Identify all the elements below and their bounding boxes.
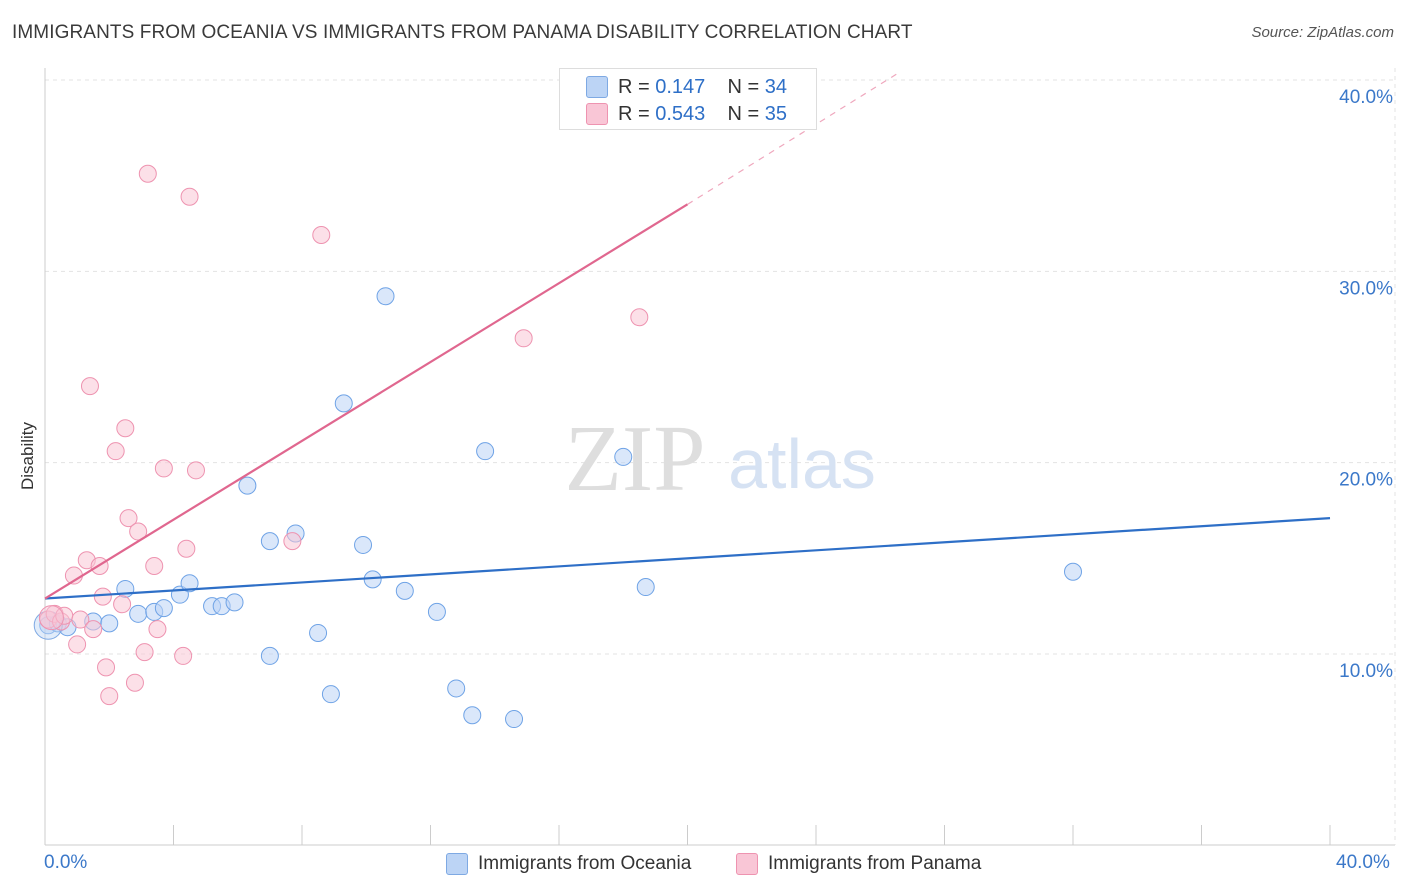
legend-n-label: N = (727, 102, 765, 125)
point-panama (71, 610, 90, 629)
point-panama (154, 459, 173, 478)
point-oceania (376, 287, 395, 306)
legend-n-label: N = (727, 75, 765, 98)
point-oceania (334, 394, 353, 413)
point-oceania (476, 442, 495, 461)
point-oceania (309, 623, 328, 642)
point-panama (106, 442, 125, 461)
y-tick-label: 20.0% (1339, 470, 1393, 491)
watermark-zip: ZIP (565, 407, 706, 511)
point-oceania (154, 599, 173, 618)
trend-lines (44, 73, 1331, 600)
point-panama (129, 522, 148, 541)
y-tick-label: 10.0% (1339, 661, 1393, 682)
bottom-legend-label-panama: Immigrants from Panama (768, 853, 982, 874)
point-panama (113, 595, 132, 614)
point-panama (630, 308, 649, 327)
point-panama (116, 419, 135, 438)
legend-r-label: R = (618, 102, 656, 125)
point-panama (93, 587, 112, 606)
bottom-legend-swatch-oceania (446, 853, 468, 875)
point-oceania (1064, 562, 1082, 581)
point-oceania (260, 532, 279, 551)
axes (44, 68, 1396, 846)
point-panama (68, 635, 87, 654)
legend-r-label: R = (618, 75, 656, 98)
point-oceania (354, 535, 373, 554)
point-oceania (100, 614, 119, 633)
legend-n-value-panama: 35 (764, 102, 788, 125)
watermark: ZIP atlas (565, 407, 876, 511)
legend-n-value-oceania: 34 (764, 75, 788, 98)
source-label: Source: ZipAtlas.com (1251, 24, 1394, 41)
point-panama (100, 687, 119, 706)
point-panama (138, 164, 157, 183)
point-panama (84, 620, 103, 639)
bottom-legend-panama: Immigrants from Panama (736, 852, 981, 876)
point-panama (125, 673, 144, 692)
legend-swatch-oceania (586, 76, 608, 98)
point-panama (174, 646, 193, 665)
point-oceania (225, 593, 244, 612)
point-oceania (238, 476, 257, 495)
point-oceania (614, 447, 633, 466)
trend-line-oceania (44, 517, 1331, 600)
point-oceania (463, 706, 482, 725)
legend-r-value-oceania: 0.147 (655, 75, 706, 98)
series-panama (38, 164, 649, 706)
y-tick-labels: 10.0% 20.0% 30.0% 40.0% (1339, 87, 1393, 682)
correlation-legend: R = 0.147 N = 34 R = 0.543 N = 35 (559, 68, 817, 130)
point-panama (135, 643, 154, 662)
x-axis-min-label: 0.0% (44, 852, 88, 873)
legend-swatch-panama (586, 103, 608, 125)
point-oceania (427, 602, 446, 621)
point-oceania (260, 646, 279, 665)
grid-lines (45, 79, 1395, 655)
point-oceania (505, 710, 524, 729)
point-panama (312, 225, 331, 244)
x-axis-max-label: 40.0% (1336, 852, 1390, 873)
point-panama (514, 329, 533, 348)
point-panama (148, 620, 167, 639)
legend-r-value-panama: 0.543 (655, 102, 706, 125)
watermark-atlas: atlas (728, 425, 876, 503)
point-panama (80, 377, 99, 396)
bottom-legend-label-oceania: Immigrants from Oceania (478, 853, 692, 874)
bottom-legend-oceania: Immigrants from Oceania (446, 852, 691, 876)
point-panama (119, 509, 138, 528)
point-panama (283, 532, 302, 551)
y-tick-label: 30.0% (1339, 278, 1393, 299)
point-oceania (395, 581, 414, 600)
trend-line-panama (44, 203, 689, 600)
bottom-legend-swatch-panama (736, 853, 758, 875)
point-panama (97, 658, 116, 677)
point-panama (177, 539, 196, 558)
point-panama-cluster (38, 605, 64, 631)
point-panama (180, 187, 199, 206)
y-tick-label: 40.0% (1339, 87, 1393, 108)
chart-title: IMMIGRANTS FROM OCEANIA VS IMMIGRANTS FR… (12, 22, 913, 43)
point-oceania (129, 604, 148, 623)
point-oceania (636, 578, 655, 597)
point-panama (186, 461, 205, 480)
point-oceania (321, 685, 340, 704)
point-panama (145, 556, 164, 575)
point-oceania (180, 574, 199, 593)
trend-line-panama-extension (687, 73, 897, 205)
point-oceania (447, 679, 466, 698)
